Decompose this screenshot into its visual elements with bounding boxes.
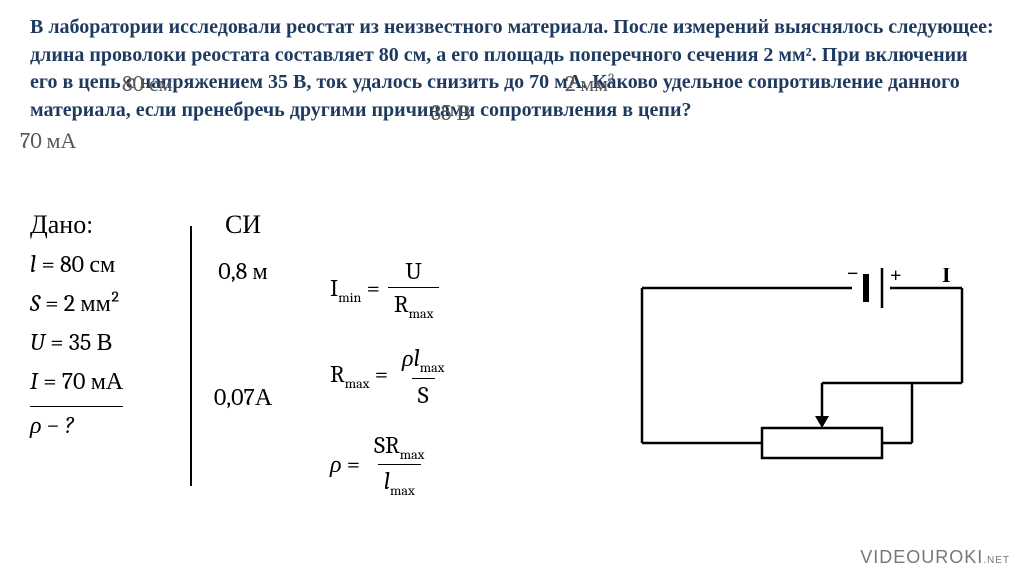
sym-u: U	[30, 328, 45, 356]
f1-lhs-sub: min	[338, 288, 361, 305]
f2-num-sub: max	[420, 359, 445, 376]
overlay-length: 80 см	[122, 71, 173, 97]
given-row-i: I = 70 мА	[30, 367, 123, 396]
given-block: Дано: l = 80 см S = 2 мм² U = 35 В I = 7…	[30, 210, 123, 450]
rheostat-slider-arrow	[815, 416, 829, 428]
f3-lhs: ρ	[330, 450, 342, 478]
f2-lhs: R	[330, 360, 345, 388]
given-si-divider	[190, 226, 192, 486]
sym-l: l	[30, 250, 36, 278]
given-row-u: U = 35 В	[30, 328, 123, 357]
f3-num-sub: max	[400, 445, 425, 462]
f2-lhs-sub: max	[345, 375, 370, 392]
overlay-area-base: 2 мм	[565, 71, 608, 97]
problem-statement: В лаборатории исследовали реостат из неи…	[30, 14, 994, 124]
given-row-l: l = 80 см	[30, 250, 123, 279]
watermark-main: VIDEOUROKI	[860, 547, 983, 567]
f3-num1: S	[374, 431, 385, 459]
val-s: = 2 мм²	[45, 289, 120, 317]
current-label: I	[942, 268, 951, 287]
f1-num: U	[399, 257, 428, 287]
overlay-voltage: 35 В	[431, 100, 471, 126]
f3-num2: R	[385, 431, 400, 459]
rheostat-body	[762, 428, 882, 458]
si-row-3: 0,07А	[198, 376, 288, 418]
overlay-current: 70 мА	[20, 128, 76, 154]
formula-rmax: Rmax = ρlmax S	[330, 344, 450, 409]
given-row-s: S = 2 мм²	[30, 289, 123, 318]
given-title: Дано:	[30, 210, 123, 240]
f2-num1: ρ	[402, 344, 414, 372]
f1-den: R	[394, 290, 409, 318]
watermark-suffix: .NET	[983, 555, 1010, 566]
sym-s: S	[30, 289, 40, 317]
f1-den-sub: max	[409, 305, 434, 322]
val-l: = 80 см	[41, 250, 115, 278]
circuit-diagram: − + I	[622, 268, 984, 488]
formula-rho: ρ = SRmax lmax	[330, 431, 450, 500]
battery-minus-sign: −	[847, 268, 858, 285]
si-row-0: 0,8 м	[198, 250, 288, 292]
si-row-1	[198, 292, 288, 334]
given-find: ρ − ?	[30, 406, 123, 440]
battery-plus-sign: +	[890, 268, 901, 287]
overlay-area-exp: 2	[608, 72, 614, 87]
watermark: VIDEOUROKI.NET	[860, 547, 1010, 568]
f3-den-sub: max	[390, 482, 415, 499]
si-title: СИ	[198, 210, 288, 240]
val-u: = 35 В	[50, 328, 112, 356]
f1-lhs: I	[330, 274, 338, 302]
formula-block: Imin = U Rmax Rmax = ρlmax S ρ = SRmax l…	[330, 235, 450, 521]
formula-imin: Imin = U Rmax	[330, 257, 450, 322]
val-i: = 70 мА	[43, 367, 123, 395]
overlay-area: 2 мм2	[565, 71, 614, 97]
sym-i: I	[30, 367, 38, 395]
si-block: СИ 0,8 м 0,07А	[198, 210, 288, 418]
si-row-2	[198, 334, 288, 376]
f2-den: S	[412, 378, 435, 409]
